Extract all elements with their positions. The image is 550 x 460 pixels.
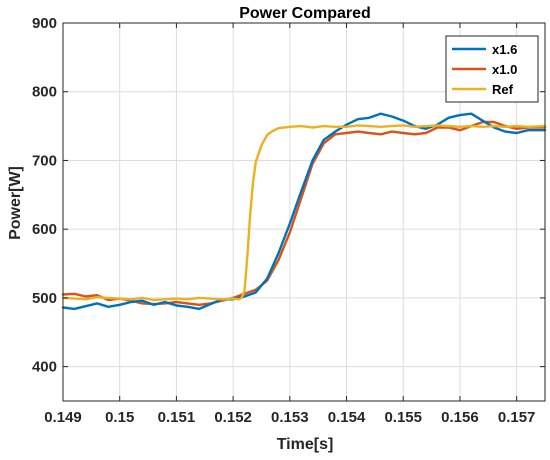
y-tick-label: 500 (32, 290, 57, 307)
x-tick-label: 0.15 (105, 409, 134, 426)
legend-label: x1.6 (492, 42, 517, 57)
x-tick-label: 0.157 (498, 409, 536, 426)
chart-title: Power Compared (239, 5, 371, 22)
y-tick-label: 400 (32, 359, 57, 376)
series-line-ref (61, 124, 547, 302)
x-tick-label: 0.149 (44, 409, 82, 426)
y-tick-label: 900 (32, 15, 57, 32)
y-tick-label: 700 (32, 152, 57, 169)
grid-lines (62, 22, 545, 401)
x-tick-label: 0.155 (384, 409, 422, 426)
x-axis-title: Time[s] (277, 436, 334, 453)
series-line-x1-0 (61, 120, 547, 306)
y-tick-label: 800 (32, 84, 57, 101)
legend: x1.6 x1.0 Ref (445, 35, 539, 103)
legend-label: Ref (492, 82, 514, 97)
y-tick-label: 600 (32, 221, 57, 238)
x-axis-ticks: 0.149 0.15 0.151 0.152 0.153 0.154 0.155 0.156 0… (44, 23, 535, 426)
series-line-x1-6 (61, 112, 547, 311)
y-axis-ticks: 400 500 600 700 800 900 (32, 15, 545, 376)
plot-frame (62, 22, 546, 402)
x-tick-label: 0.156 (441, 409, 479, 426)
legend-label: x1.0 (492, 62, 517, 77)
x-tick-label: 0.153 (271, 409, 309, 426)
x-tick-label: 0.154 (328, 409, 366, 426)
x-tick-label: 0.151 (158, 409, 196, 426)
y-axis-title: Power[W] (7, 166, 24, 240)
x-tick-label: 0.152 (214, 409, 252, 426)
series-lines (61, 112, 547, 311)
